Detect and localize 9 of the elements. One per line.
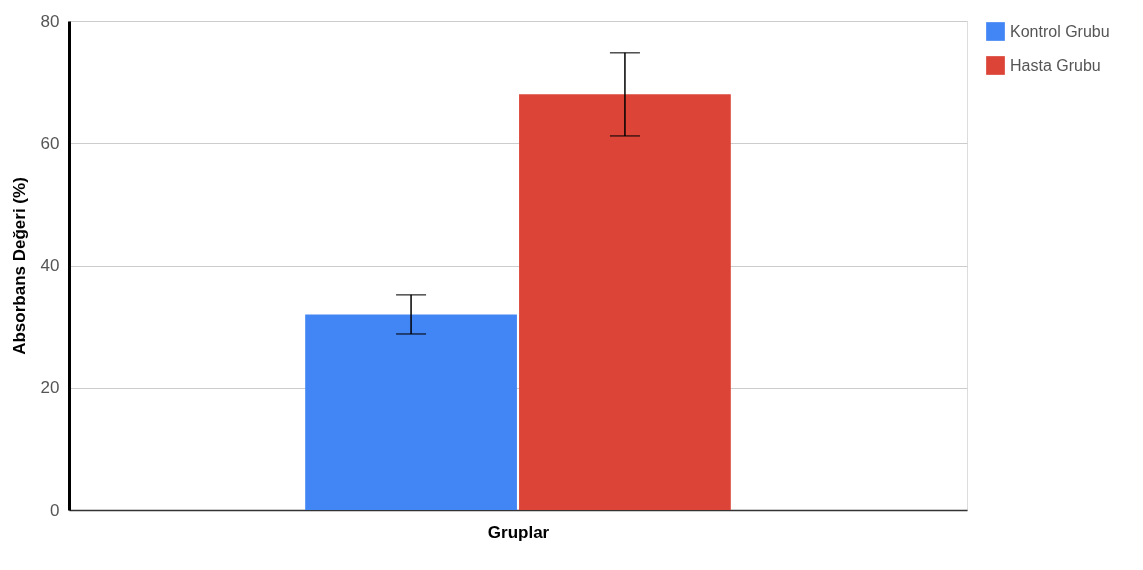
y-tick-label: 60: [40, 133, 60, 153]
legend-label: Hasta Grubu: [1010, 56, 1101, 74]
y-tick-label: 20: [40, 378, 60, 398]
legend-label: Kontrol Grubu: [1010, 22, 1110, 40]
x-axis-title: Gruplar: [487, 522, 550, 542]
y-tick-label: 40: [40, 256, 60, 275]
y-axis-title: Absorbans Değeri (%): [9, 177, 29, 355]
y-tick-label: 0: [50, 500, 60, 520]
y-tick-label: 80: [40, 11, 60, 31]
